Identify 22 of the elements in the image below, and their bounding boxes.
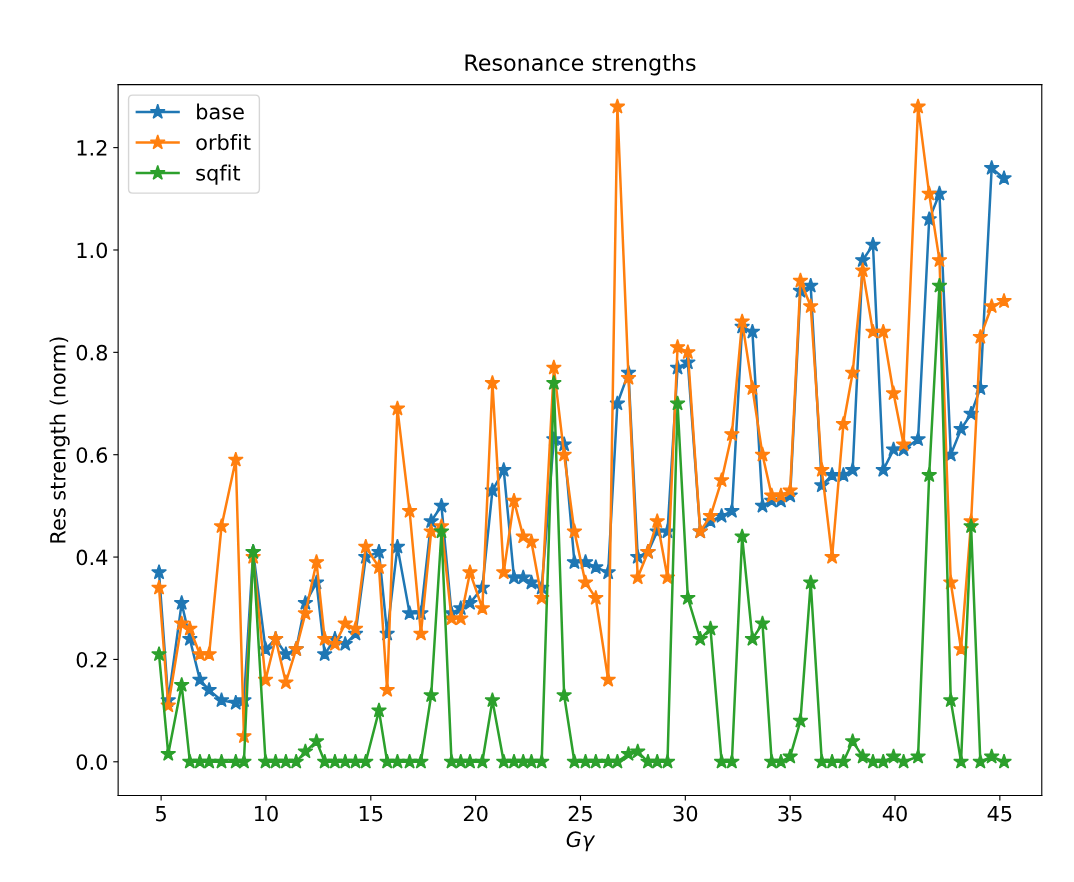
legend-label: sqfit xyxy=(196,164,241,185)
legend-label: orbfit xyxy=(196,134,251,151)
y-tick-label: 1.0 xyxy=(77,242,108,259)
x-tick-label: 10 xyxy=(255,805,278,822)
legend-label: base xyxy=(197,103,244,120)
y-tick-label: 0.2 xyxy=(76,651,107,668)
x-tick-label: 45 xyxy=(987,805,1012,822)
chart-title: Resonance strengths xyxy=(465,53,696,76)
x-tick-label: 25 xyxy=(568,805,592,822)
y-tick-label: 0.0 xyxy=(76,754,108,770)
x-axis-title: Gγ xyxy=(566,831,596,852)
y-axis-title: Res strength (norm) xyxy=(49,337,70,543)
y-tick-label: 1.2 xyxy=(77,140,107,156)
x-tick-label: 15 xyxy=(359,805,383,822)
x-tick-label: 35 xyxy=(778,805,802,822)
y-tick-label: 0.4 xyxy=(76,549,108,566)
x-tick-label: 40 xyxy=(882,805,907,822)
y-tick-label: 0.6 xyxy=(76,447,108,463)
x-tick-label: 20 xyxy=(463,805,488,822)
x-tick-label: 30 xyxy=(673,805,698,822)
y-tick-label: 0.8 xyxy=(76,344,107,361)
x-tick-label: 5 xyxy=(156,805,166,822)
